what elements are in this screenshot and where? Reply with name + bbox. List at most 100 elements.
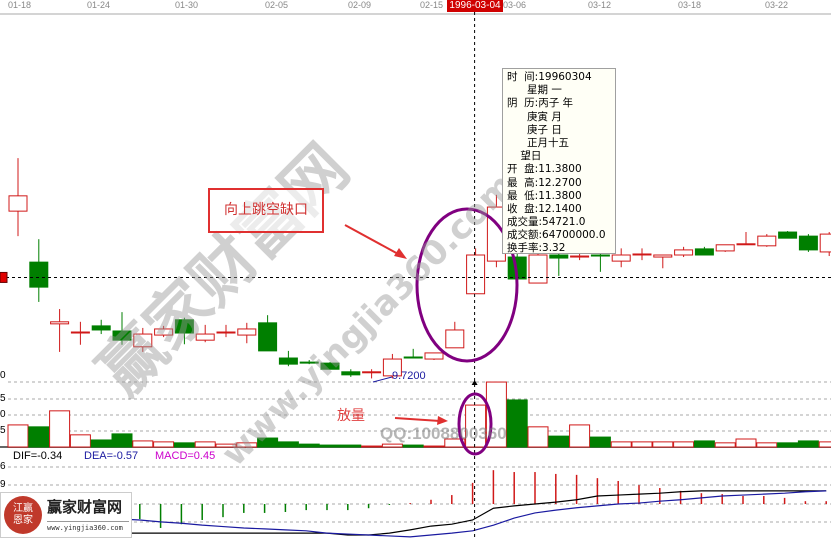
candle-body bbox=[91, 325, 111, 331]
crosshair-arrow-icon bbox=[471, 380, 478, 385]
volume-bar bbox=[319, 444, 341, 448]
candle-body bbox=[715, 244, 735, 252]
candle-body bbox=[549, 254, 569, 259]
candle-body bbox=[278, 357, 298, 365]
volume-bar bbox=[49, 410, 71, 448]
dif-line bbox=[56, 490, 827, 536]
volume-bar bbox=[589, 436, 611, 448]
cursor-date-label: 1996-03-04 bbox=[447, 0, 503, 12]
x-axis-tick-label: 01-30 bbox=[175, 0, 199, 10]
x-axis-tick-label: 03-06 bbox=[503, 0, 527, 10]
volume-bar bbox=[28, 426, 50, 448]
candle-body bbox=[50, 321, 70, 325]
volume-bar bbox=[714, 442, 736, 448]
volume-bar bbox=[173, 442, 195, 448]
volume-bar bbox=[381, 443, 403, 448]
candle-body bbox=[694, 248, 714, 256]
candle-body bbox=[632, 253, 652, 256]
candle-body bbox=[778, 231, 798, 239]
candle-body bbox=[403, 356, 423, 359]
x-axis-tick-label: 02-09 bbox=[348, 0, 372, 10]
volume-tick-label: 5 bbox=[0, 393, 6, 404]
candle-body bbox=[29, 261, 49, 288]
macd-tick-label: 9 bbox=[0, 479, 6, 490]
tooltip-line: 成交量:54721.0 bbox=[507, 216, 586, 229]
candle-body bbox=[70, 331, 90, 334]
volume-bar bbox=[465, 404, 487, 448]
volume-arrow bbox=[394, 417, 441, 422]
candle-body bbox=[736, 243, 756, 246]
candle-body bbox=[674, 249, 694, 256]
candle-body bbox=[154, 328, 174, 336]
volume-bar bbox=[506, 399, 528, 448]
volume-bar bbox=[215, 443, 237, 448]
candle-body bbox=[133, 333, 153, 348]
volume-bar bbox=[693, 440, 715, 448]
candle-body bbox=[445, 329, 465, 349]
x-axis-tick-label: 03-22 bbox=[765, 0, 789, 10]
volume-bar bbox=[111, 433, 133, 448]
candle-body bbox=[757, 235, 777, 247]
dea-line bbox=[56, 490, 827, 538]
volume-tick-label: 0 bbox=[0, 409, 6, 420]
volume-bar bbox=[631, 441, 653, 448]
gap-annotation-box: 向上跳空缺口 bbox=[208, 188, 324, 233]
candle-body bbox=[299, 361, 319, 364]
candle-body bbox=[382, 358, 402, 377]
tooltip-line: 星期 一 bbox=[507, 84, 562, 97]
volume-bar bbox=[527, 426, 549, 448]
candle-body bbox=[174, 319, 194, 334]
volume-bar bbox=[277, 441, 299, 448]
volume-bar bbox=[610, 441, 632, 448]
tooltip-line: 开 盘:11.3800 bbox=[507, 163, 582, 176]
volume-bar bbox=[236, 442, 258, 448]
macd-value: MACD=0.45 bbox=[155, 450, 216, 462]
volume-bar bbox=[818, 441, 831, 448]
dif-value: DIF=-0.34 bbox=[13, 450, 63, 462]
tooltip-line: 换手率:3.32 bbox=[507, 242, 566, 255]
candle-body bbox=[320, 362, 340, 370]
x-axis-tick-label: 03-18 bbox=[678, 0, 702, 10]
macd-tick-label: 6 bbox=[0, 461, 6, 472]
logo-name: 赢家财富网 bbox=[47, 498, 123, 516]
volume-tick-label: 0 bbox=[0, 370, 6, 381]
volume-bar bbox=[569, 424, 591, 448]
candle-body bbox=[112, 330, 132, 341]
tooltip-line: 最 高:12.2700 bbox=[507, 176, 582, 189]
volume-bar bbox=[153, 441, 175, 448]
candle-body bbox=[570, 255, 590, 258]
x-axis-tick-label: 03-12 bbox=[588, 0, 612, 10]
gap-highlight-ellipse bbox=[415, 207, 519, 363]
volume-bar bbox=[257, 437, 279, 448]
candle-body bbox=[798, 235, 818, 251]
dea-value: DEA=-0.57 bbox=[84, 450, 139, 462]
low-price-label: 9.7200 bbox=[392, 370, 426, 382]
arrow-head-icon bbox=[437, 416, 448, 425]
seal-icon: 江赢 恩家 bbox=[4, 496, 42, 534]
volume-bar bbox=[194, 441, 216, 448]
volume-bar bbox=[7, 424, 29, 448]
candle-body bbox=[237, 328, 257, 336]
volume-bar bbox=[673, 441, 695, 448]
volume-bar bbox=[132, 440, 154, 448]
tooltip-line: 望日 bbox=[507, 150, 542, 163]
tooltip-line: 正月十五 bbox=[507, 136, 570, 149]
candle-body bbox=[362, 371, 382, 374]
volume-bar bbox=[340, 444, 362, 448]
gap-arrow bbox=[344, 224, 401, 256]
volume-bar bbox=[90, 439, 112, 448]
volume-bar bbox=[756, 442, 778, 448]
candle-body bbox=[341, 371, 361, 376]
candle-body bbox=[195, 333, 215, 341]
tooltip-line: 庚子 日 bbox=[507, 123, 562, 136]
volume-bar bbox=[735, 438, 757, 448]
volume-bar bbox=[69, 434, 91, 448]
volume-bar bbox=[548, 435, 570, 448]
candle-body bbox=[466, 254, 486, 295]
candle-body bbox=[8, 195, 28, 212]
candle-body bbox=[819, 233, 831, 253]
candle-body bbox=[528, 254, 548, 284]
price-marker bbox=[0, 271, 8, 283]
x-axis-tick-label: 02-05 bbox=[265, 0, 289, 10]
